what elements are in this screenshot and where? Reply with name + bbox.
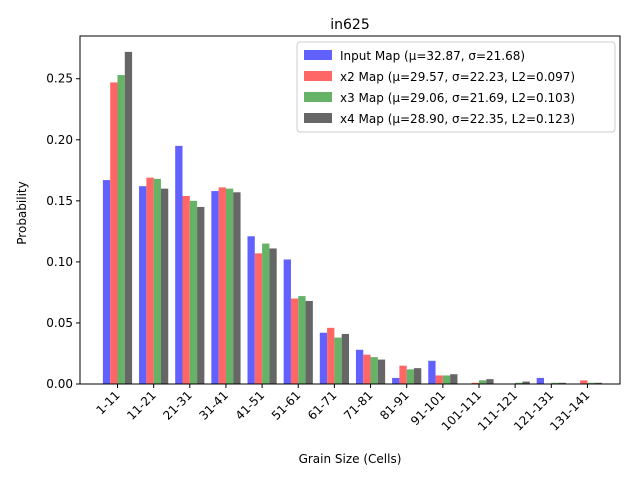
bar — [319, 332, 328, 384]
bar — [182, 195, 190, 384]
bar — [370, 357, 378, 384]
x-tick-label: 11-21 — [124, 388, 159, 423]
x-tick-label: 61-71 — [305, 388, 340, 423]
legend-swatch — [304, 113, 332, 123]
bar — [551, 382, 559, 384]
x-tick-label: 31-41 — [197, 388, 232, 423]
x-tick-label: 51-61 — [269, 388, 304, 423]
bar — [515, 382, 523, 384]
bar — [305, 300, 313, 384]
x-tick-label: 41-51 — [233, 388, 268, 423]
bar — [189, 200, 198, 384]
bar — [102, 180, 111, 384]
legend-label: x4 Map (μ=28.90, σ=22.35, L2=0.123) — [340, 112, 575, 126]
bar — [377, 359, 386, 384]
legend-swatch — [304, 71, 332, 81]
y-tick-label: 0.25 — [46, 72, 73, 86]
legend-swatch — [304, 92, 332, 102]
y-tick-label: 0.05 — [46, 316, 73, 330]
bars-group — [102, 51, 603, 385]
bar — [587, 382, 595, 384]
bar — [355, 349, 364, 384]
bar — [269, 248, 277, 384]
bar — [594, 382, 603, 384]
y-tick-label: 0.00 — [46, 377, 73, 391]
x-tick-label: 131-141 — [547, 388, 592, 433]
bar — [363, 354, 371, 384]
bar — [399, 365, 407, 384]
y-axis-label: Probability — [15, 181, 29, 244]
legend-label: x3 Map (μ=29.06, σ=21.69, L2=0.103) — [340, 91, 575, 105]
bar — [117, 75, 125, 384]
bar — [160, 188, 169, 384]
x-tick-label: 71-81 — [341, 388, 376, 423]
bar — [290, 298, 299, 384]
bar — [225, 188, 234, 384]
bar — [428, 360, 436, 384]
x-tick-label: 21-31 — [160, 388, 195, 423]
bar — [414, 368, 422, 384]
legend-label: Input Map (μ=32.87, σ=21.68) — [340, 49, 525, 63]
bar — [486, 379, 494, 384]
bar — [442, 375, 451, 384]
bar — [580, 380, 588, 384]
bar — [341, 333, 349, 384]
legend-label: x2 Map (μ=29.57, σ=22.23, L2=0.097) — [340, 70, 575, 84]
bar — [146, 177, 154, 384]
bar — [522, 381, 530, 384]
legend-swatch — [304, 50, 332, 60]
x-axis-label: Grain Size (Cells) — [299, 452, 402, 466]
bar — [254, 253, 263, 384]
bar — [175, 145, 183, 384]
bar — [406, 369, 414, 384]
bar — [536, 377, 544, 384]
bar — [298, 296, 306, 384]
bar — [233, 192, 241, 384]
bar — [392, 377, 400, 384]
bar — [471, 382, 479, 384]
bar — [139, 186, 147, 384]
bar — [479, 380, 487, 384]
bar — [247, 236, 255, 384]
y-tick-label: 0.15 — [46, 194, 73, 208]
bar — [334, 337, 342, 384]
bar — [558, 382, 566, 384]
y-tick-label: 0.20 — [46, 133, 73, 147]
bar — [327, 327, 335, 384]
chart-title: in625 — [330, 17, 369, 33]
bar — [218, 187, 226, 384]
plot-frame — [79, 35, 621, 385]
legend: Input Map (μ=32.87, σ=21.68) x2 Map (μ=29… — [296, 41, 616, 133]
bar — [450, 374, 458, 384]
y-tick-label: 0.10 — [46, 255, 73, 269]
bar — [153, 178, 161, 384]
bar — [262, 243, 270, 384]
bar — [124, 51, 133, 385]
x-tick-label: 1-11 — [93, 388, 122, 417]
x-tick-label: 81-91 — [377, 388, 412, 423]
legend-box — [296, 41, 616, 133]
bar — [197, 206, 205, 384]
bar — [283, 259, 291, 384]
bar — [211, 191, 219, 384]
bar — [110, 82, 118, 385]
bar — [435, 375, 443, 384]
